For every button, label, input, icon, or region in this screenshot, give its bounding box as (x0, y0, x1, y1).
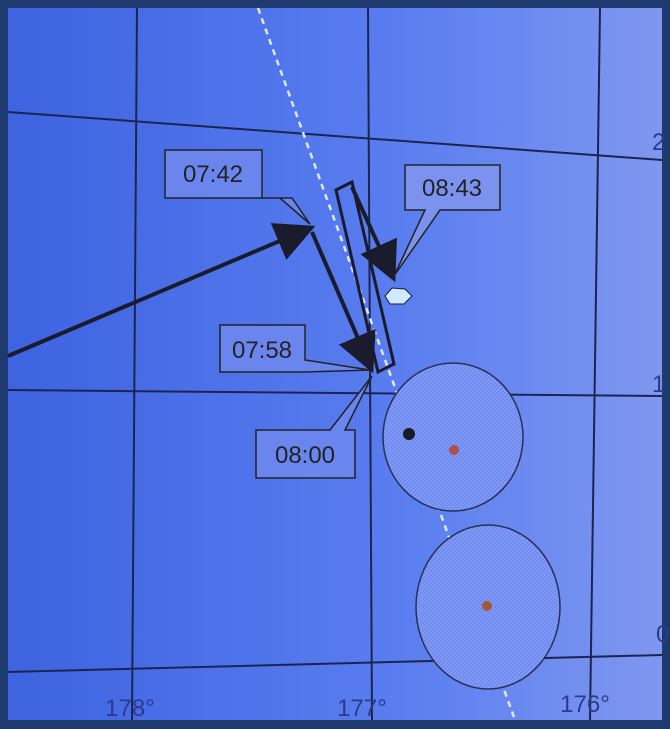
callout-label: 08:00 (275, 442, 335, 469)
latitude-label: 2 (652, 129, 665, 156)
position-dot (449, 445, 459, 455)
page: 07:42 08:43 07:58 08:00 178° 177° 176° 2… (0, 0, 670, 729)
position-dot (403, 428, 415, 440)
position-dot (482, 601, 492, 611)
callout-label: 07:58 (232, 337, 292, 364)
map: 07:42 08:43 07:58 08:00 178° 177° 176° 2… (0, 0, 670, 729)
longitude-label: 177° (337, 695, 387, 722)
latitude-label: 1 (652, 371, 665, 398)
latitude-label: 0 (656, 621, 669, 648)
longitude-label: 178° (105, 695, 155, 722)
callout-label: 08:43 (422, 175, 482, 202)
longitude-label: 176° (560, 691, 610, 718)
callout-label: 07:42 (183, 161, 243, 188)
